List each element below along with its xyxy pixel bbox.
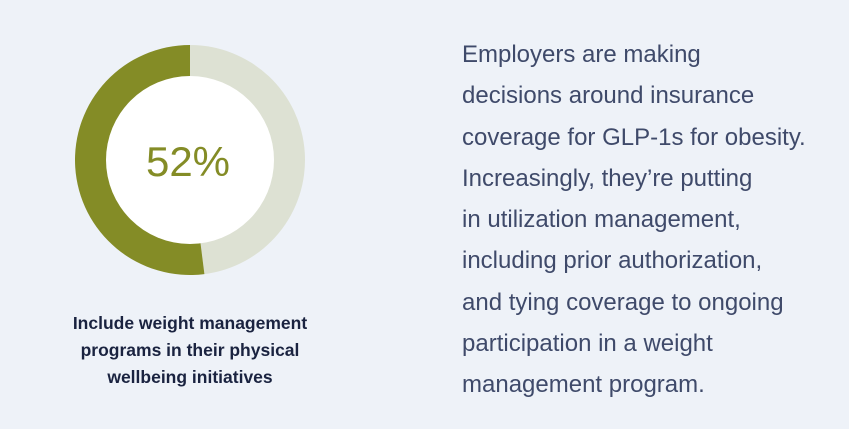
- body-paragraph: Employers are making decisions around in…: [462, 34, 842, 406]
- body-line: decisions around insurance: [462, 82, 755, 110]
- donut-center-label: 52%: [146, 138, 230, 185]
- donut-chart-svg: 52%: [74, 45, 305, 275]
- body-line: and tying coverage to ongoing: [462, 288, 784, 316]
- donut-center-circle: [106, 76, 274, 244]
- body-line: in utilization management,: [462, 206, 741, 234]
- body-line: participation in a weight: [462, 330, 713, 358]
- chart-caption: Include weight management programs in th…: [40, 310, 340, 391]
- body-line: management program.: [462, 371, 705, 399]
- caption-line: programs in their physical: [80, 340, 300, 360]
- body-line: Employers are making: [462, 41, 701, 68]
- caption-line: Include weight management: [72, 313, 308, 333]
- body-line: coverage for GLP-1s for obesity.: [462, 123, 806, 151]
- body-line: including prior authorization,: [462, 247, 763, 275]
- body-line: Increasingly, they’re putting: [462, 164, 753, 192]
- caption-line: wellbeing initiatives: [107, 367, 273, 387]
- donut-chart: 52%: [70, 40, 310, 280]
